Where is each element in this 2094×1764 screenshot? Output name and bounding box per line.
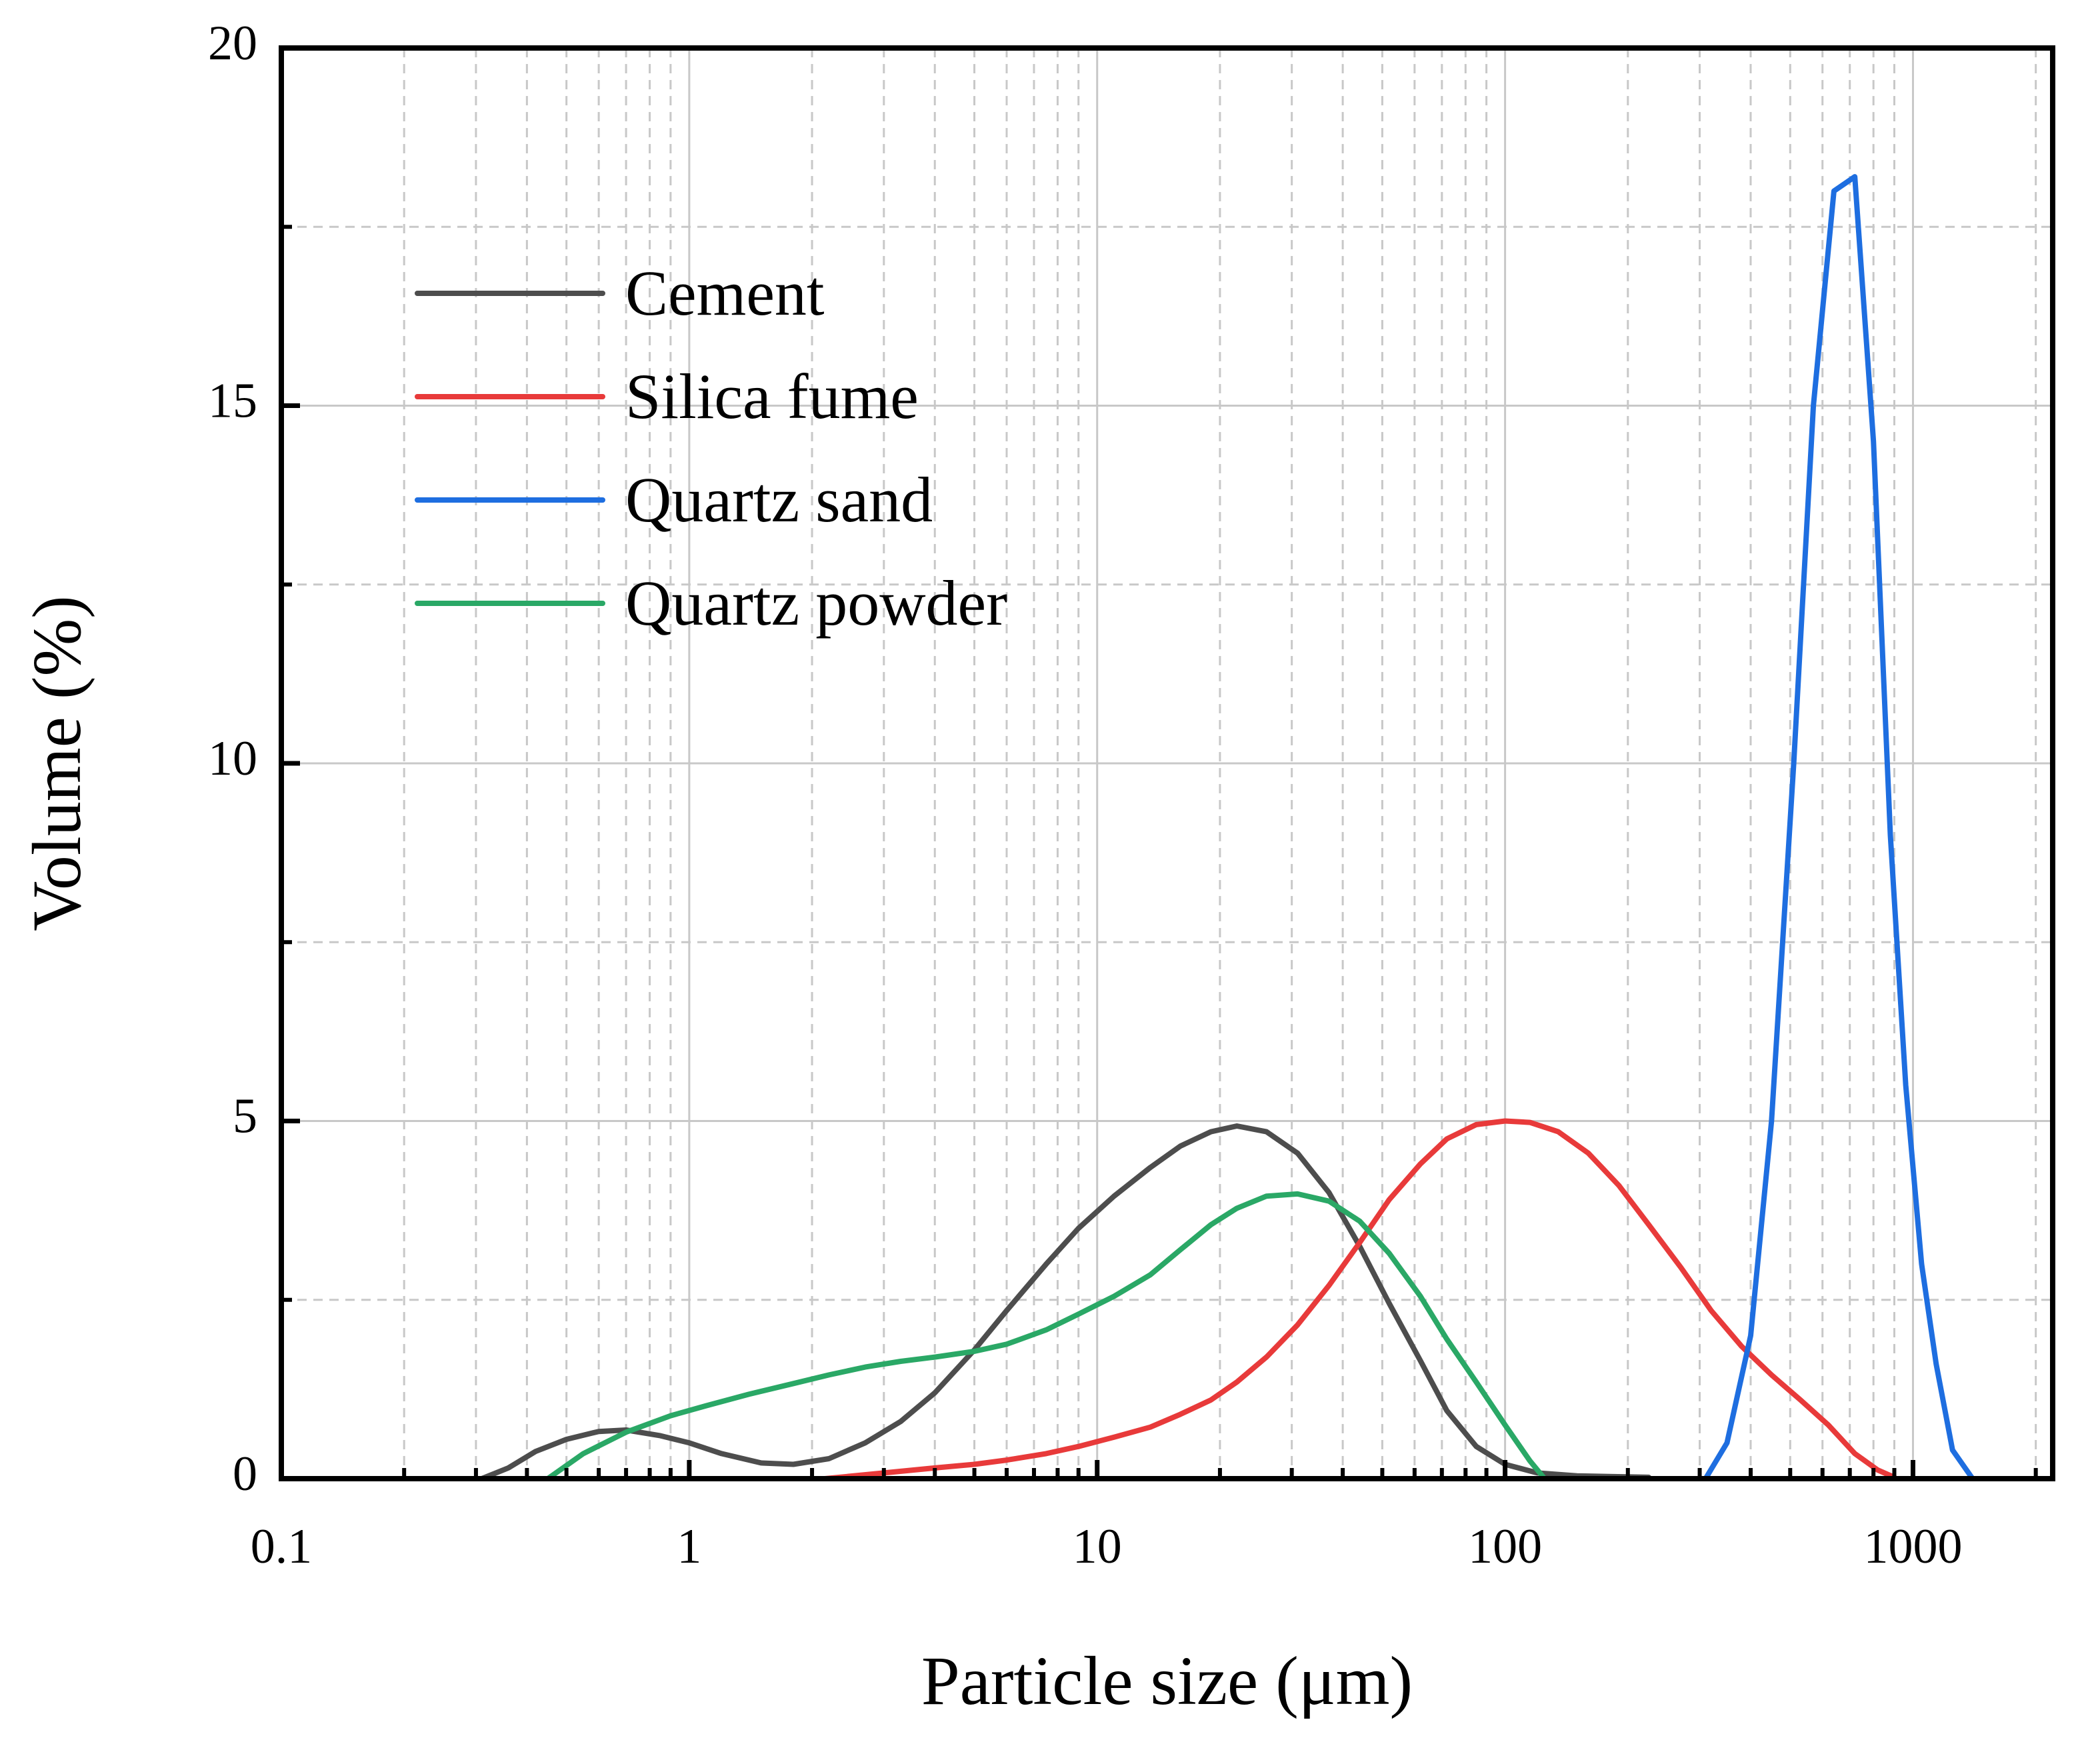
legend-label-silica-fume: Silica fume <box>625 361 919 432</box>
y-tick-label: 0 <box>233 1447 257 1501</box>
series-line-quartz-powder <box>545 1191 1547 1481</box>
y-tick-label: 20 <box>208 16 257 71</box>
x-tick-label: 1000 <box>1863 1519 1962 1574</box>
tick-labels: 0.1 1 10 100 1000 0 5 10 15 20 <box>208 16 1962 1574</box>
x-tick-label: 10 <box>1073 1519 1122 1574</box>
axis-ticks <box>281 225 2038 1479</box>
series-layer <box>479 174 1975 1481</box>
legend-label-quartz-powder: Quartz powder <box>625 567 1007 639</box>
y-tick-label: 10 <box>208 731 257 786</box>
series-line-cement <box>479 1123 1652 1481</box>
x-tick-label: 0.1 <box>251 1519 313 1574</box>
x-tick-label: 1 <box>677 1519 701 1574</box>
legend-label-quartz-sand: Quartz sand <box>625 464 933 535</box>
legend: Cement Silica fume Quartz sand Quartz powde… <box>415 257 1007 639</box>
y-tick-label: 15 <box>208 373 257 428</box>
y-tick-label: 5 <box>233 1089 257 1143</box>
x-axis-title: Particle size (μm) <box>921 1643 1413 1719</box>
legend-label-cement: Cement <box>625 257 825 329</box>
series-line-silica-fume <box>822 1118 1897 1481</box>
series-line-quartz-sand <box>1703 174 1975 1481</box>
x-tick-label: 100 <box>1468 1519 1542 1574</box>
grid <box>281 48 2053 1479</box>
y-axis-title: Volume (%) <box>19 595 95 931</box>
